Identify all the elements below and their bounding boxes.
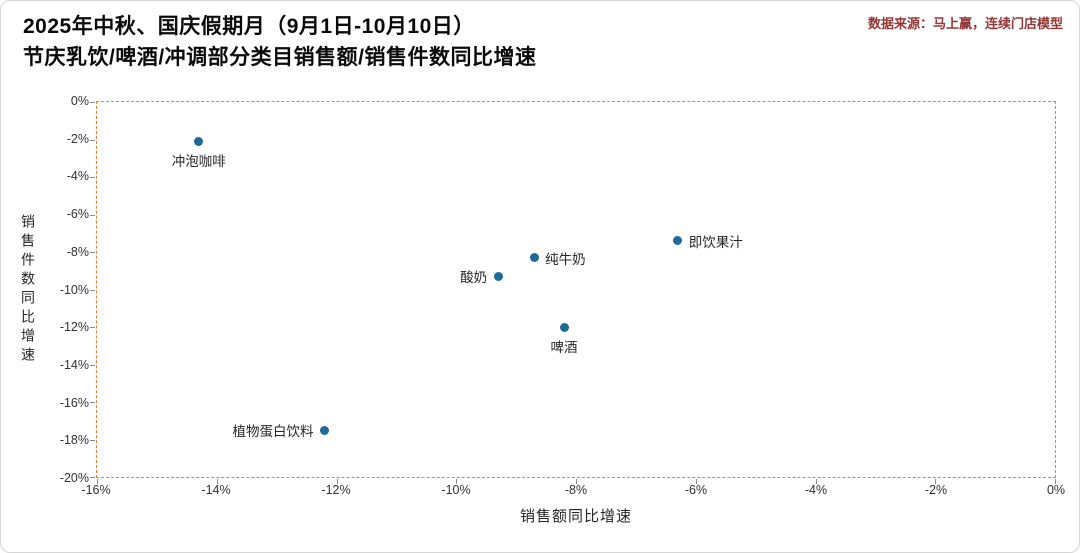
point-label: 即饮果汁 [688,234,743,250]
y-tick-mark [90,327,95,328]
x-tick-mark [695,479,697,484]
y-axis-title-wrap: 销售件数同比增速 [15,101,41,478]
y-tick-mark [90,477,95,478]
y-tick-label: -8% [66,244,89,259]
y-tick-label: -18% [59,433,89,448]
x-tick-label: -6% [684,483,708,497]
y-tick-label: -4% [66,169,89,184]
scatter-point [559,322,569,332]
y-tick-mark [90,102,95,103]
chart-title-line1: 2025年中秋、国庆假期月（9月1日-10月10日） [23,15,475,38]
y-tick-label: -16% [59,395,89,410]
x-tick-label: -2% [924,483,948,497]
y-tick-mark [90,439,95,441]
plot-area: 冲泡咖啡即饮果汁纯牛奶酸奶啤酒植物蛋白饮料 [90,101,1056,484]
x-tick-mark [97,479,98,484]
x-axis-tick-labels: -16% -14% -12% -10% -8% -6% -4% -2% 0% [81,483,1065,499]
point-label: 酸奶 [460,270,488,286]
x-tick-mark [935,479,937,484]
point-label: 啤酒 [550,340,578,355]
x-tick-label: -12% [321,483,351,497]
y-tick-mark [90,364,95,366]
y-tick-mark [90,214,95,216]
chart-title: 2025年中秋、国庆假期月（9月1日-10月10日） 节庆乳饮/啤酒/冲调部分类… [23,11,537,73]
point-label: 纯牛奶 [545,251,586,267]
x-tick-label: 0% [1046,483,1066,497]
x-tick-label: -4% [804,483,828,497]
y-tick-mark [90,139,95,141]
y-axis-tick-labels: 0% -2% -4% -6% -8% -10% -12% -14% -16% -18% -20% [29,94,89,485]
scatter-point [320,425,330,435]
x-tick-label: -10% [441,483,471,497]
x-tick-label: -8% [564,483,588,497]
y-tick-label: -2% [66,131,89,146]
x-tick-mark [336,479,338,484]
data-source-note: 数据来源：马上赢，连续门店模型 [867,16,1063,31]
x-tick-mark [576,479,577,484]
y-tick-label: -20% [59,471,89,485]
y-tick-label: -10% [59,282,89,297]
x-tick-mark [815,479,817,484]
y-axis-title: 销售件数同比增速 [20,213,36,366]
y-tick-mark [90,289,95,291]
y-tick-label: -14% [59,357,89,372]
y-tick-label: -6% [66,207,89,222]
y-tick-mark [90,177,95,178]
scatter-point [493,271,503,281]
point-label: 植物蛋白饮料 [232,424,314,440]
x-tick-label: -14% [201,483,231,497]
x-tick-label: -16% [81,483,111,497]
y-tick-mark [90,252,95,253]
x-tick-mark [216,479,218,484]
x-axis-title: 销售额同比增速 [519,508,632,525]
scatter-point [673,236,683,246]
x-tick-mark [1055,479,1056,484]
y-tick-mark [90,402,95,403]
point-label: 冲泡咖啡 [171,154,226,170]
x-tick-mark [456,479,458,484]
scatter-point [194,136,204,146]
y-tick-label: -12% [59,320,89,335]
y-tick-label: 0% [70,94,89,108]
chart-title-line2: 节庆乳饮/啤酒/冲调部分类目销售额/销售件数同比增速 [23,46,537,69]
scatter-point [529,253,539,263]
